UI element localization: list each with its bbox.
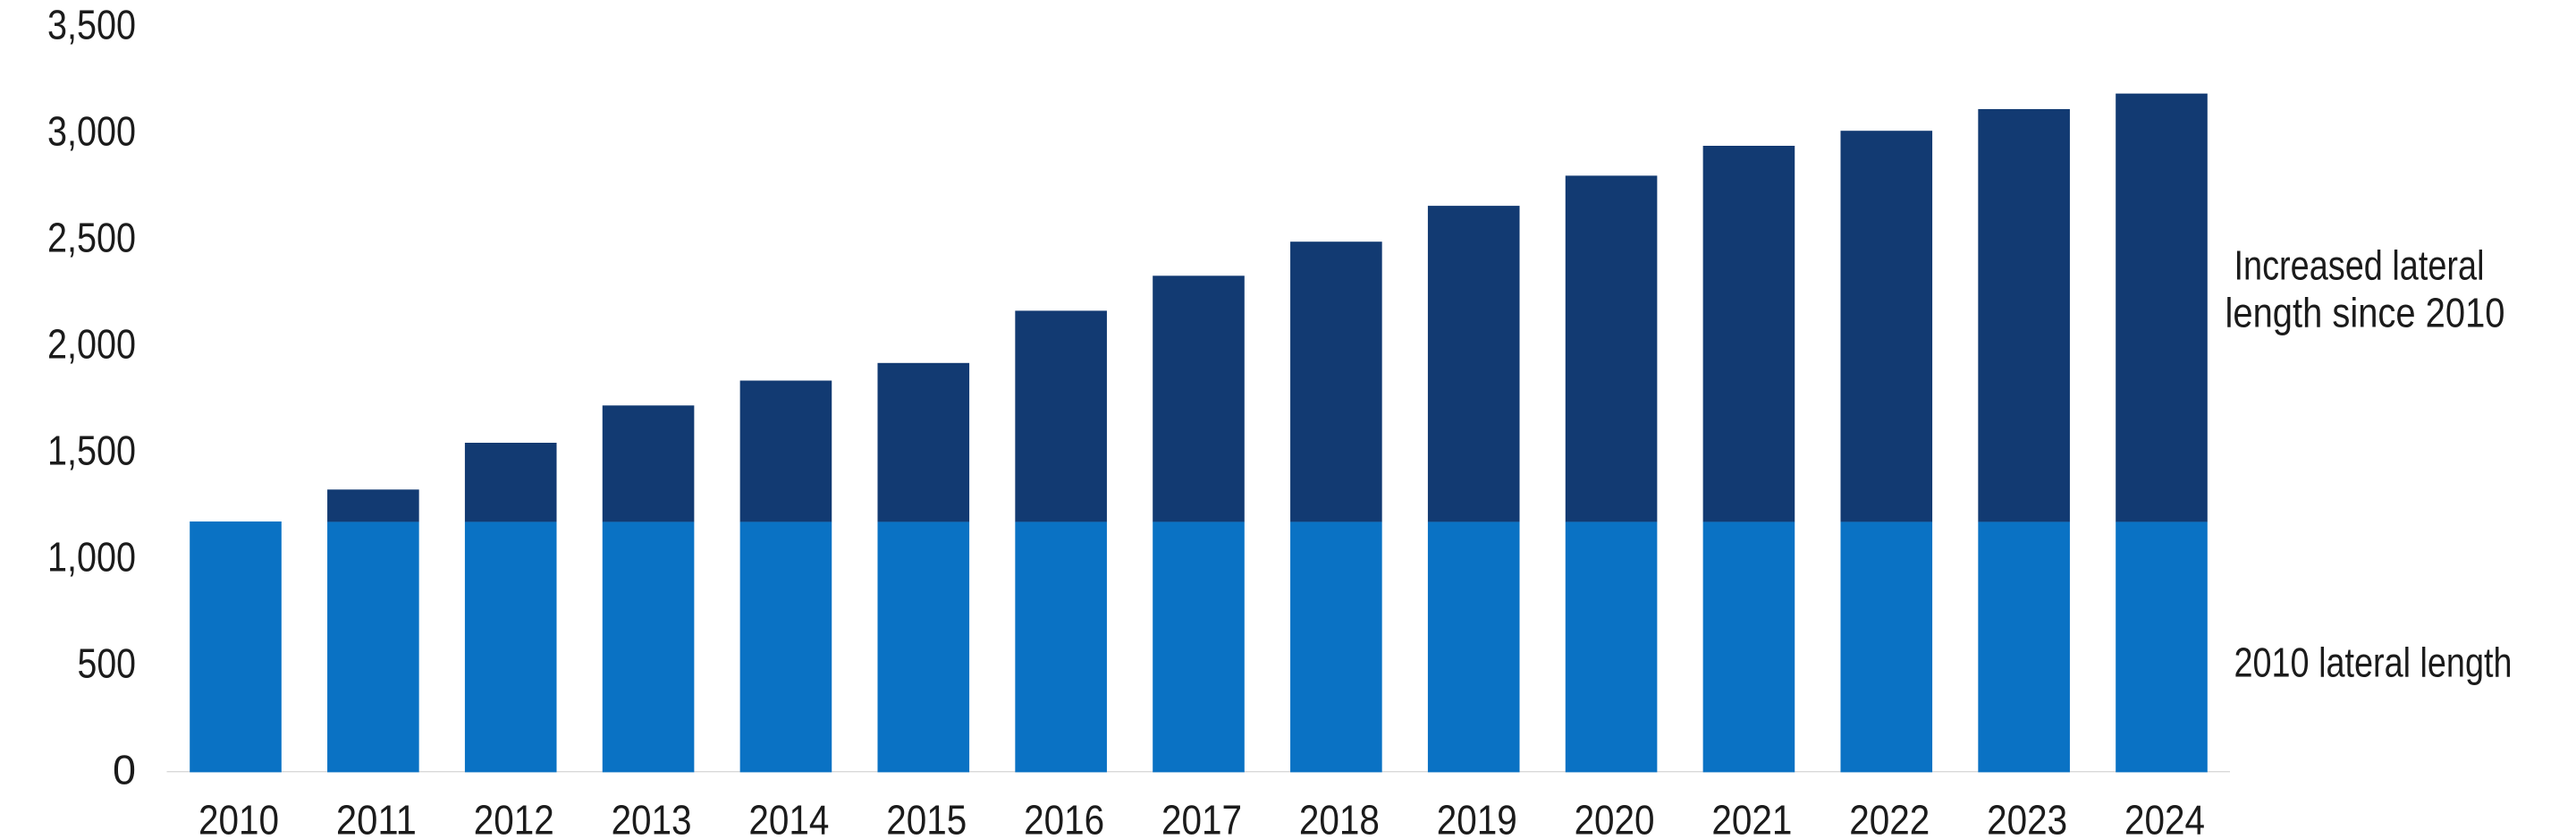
svg-text:2020: 2020 [1575,797,1655,839]
svg-text:2,500: 2,500 [47,215,136,261]
svg-text:2016: 2016 [1024,797,1104,839]
svg-text:3,500: 3,500 [47,2,136,48]
svg-text:500: 500 [78,640,137,687]
svg-text:2012: 2012 [474,797,554,839]
svg-text:1,500: 1,500 [47,428,136,474]
svg-text:Increased lateral: Increased lateral [2234,242,2485,289]
svg-text:2010: 2010 [198,797,279,839]
svg-text:2022: 2022 [1849,797,1930,839]
svg-text:1,000: 1,000 [47,534,136,581]
svg-text:2019: 2019 [1437,797,1517,839]
svg-text:2011: 2011 [336,797,417,839]
svg-text:2018: 2018 [1299,797,1380,839]
svg-text:2024: 2024 [2124,797,2205,839]
svg-text:2013: 2013 [612,797,692,839]
svg-text:length since 2010: length since 2010 [2225,290,2505,336]
svg-text:2015: 2015 [886,797,967,839]
svg-text:2014: 2014 [748,797,829,839]
svg-text:2017: 2017 [1161,797,1242,839]
svg-text:2,000: 2,000 [47,321,136,368]
svg-text:0: 0 [113,747,136,793]
svg-text:2010 lateral length: 2010 lateral length [2234,640,2513,686]
svg-text:3,000: 3,000 [47,108,136,155]
svg-text:2021: 2021 [1711,797,1792,839]
svg-text:2023: 2023 [1987,797,2067,839]
